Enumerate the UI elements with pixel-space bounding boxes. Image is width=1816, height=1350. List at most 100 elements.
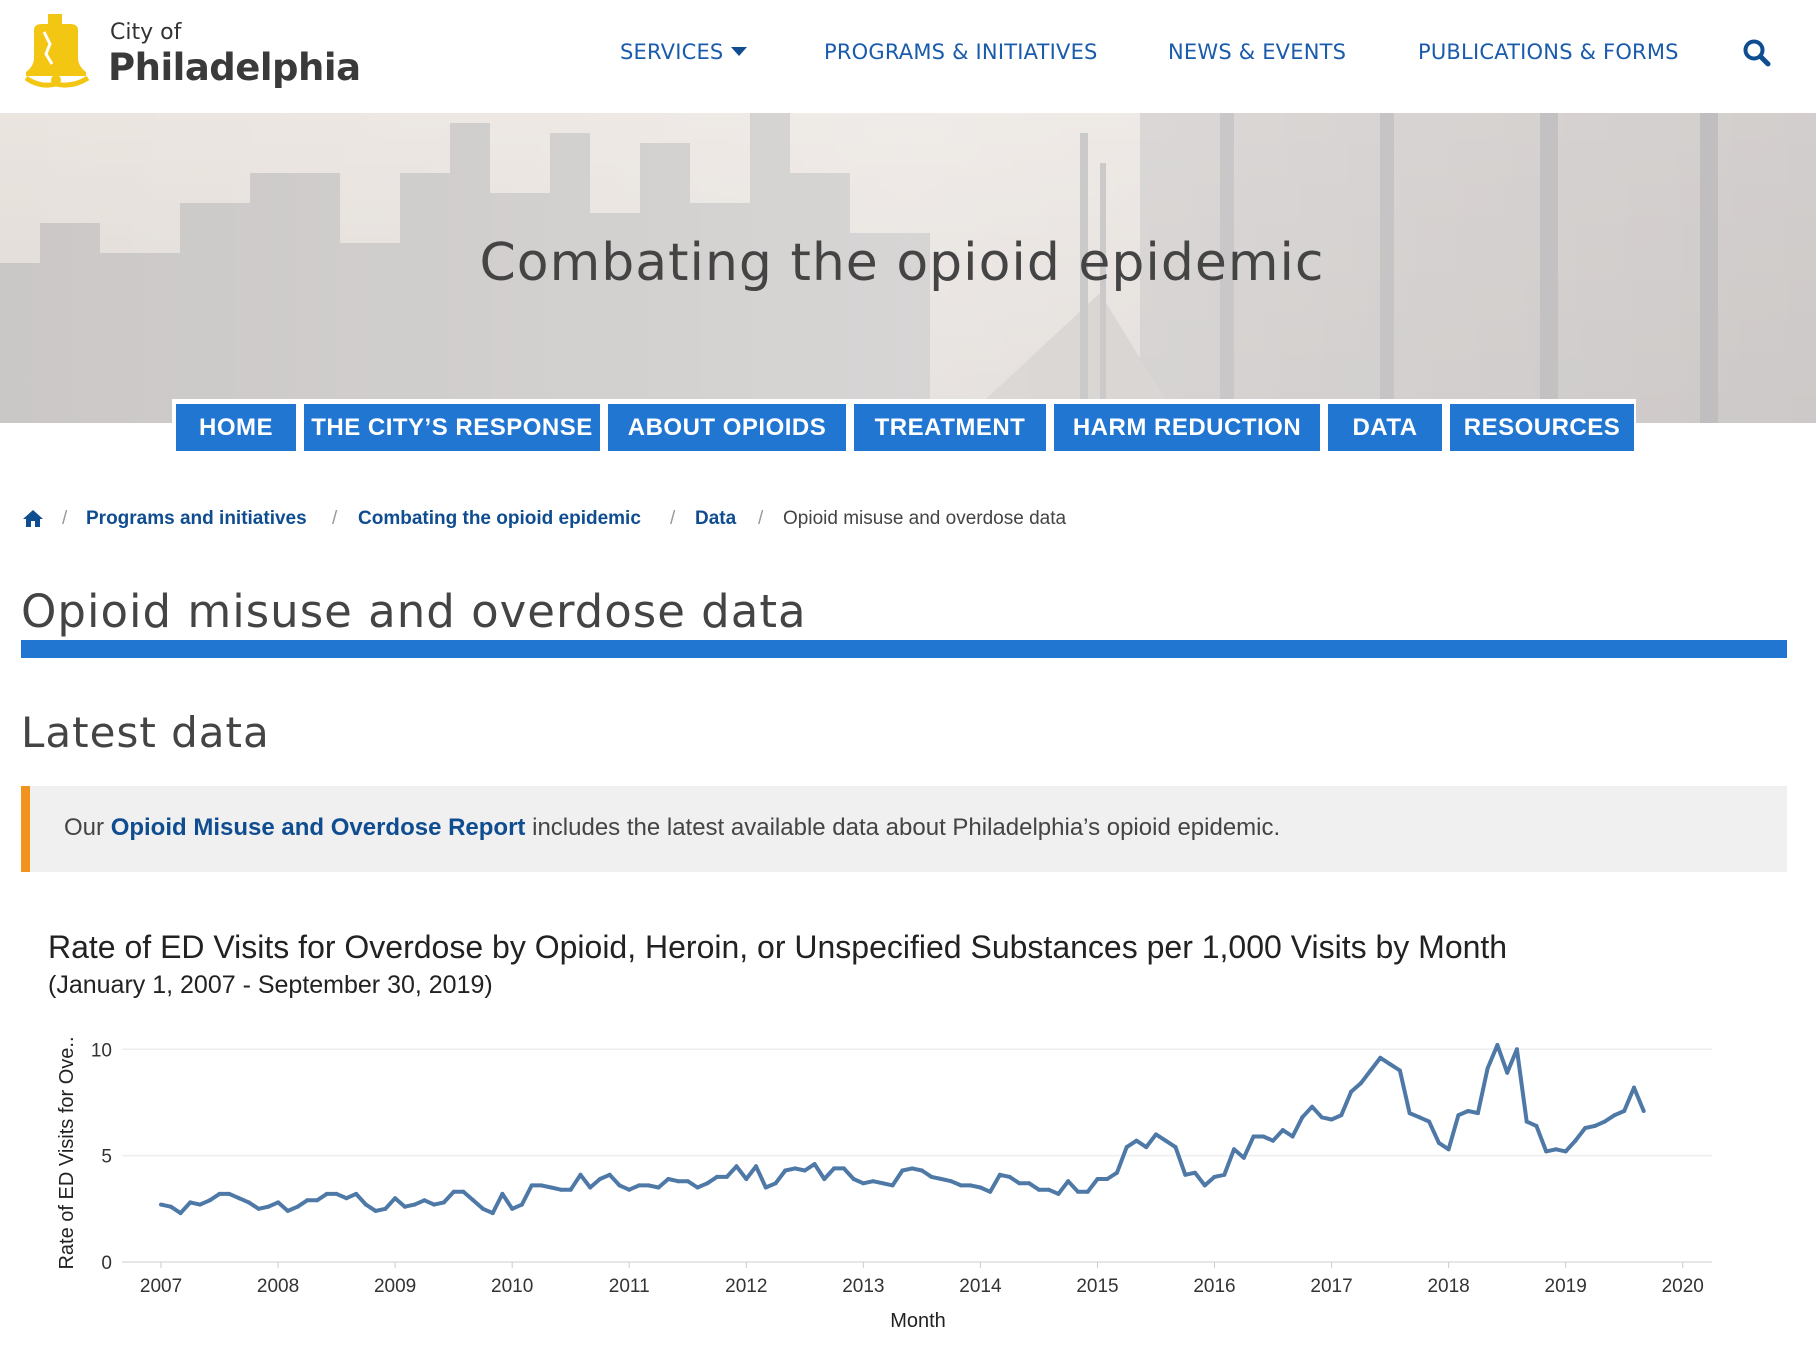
data-point[interactable] — [1056, 1191, 1061, 1196]
breadcrumb-data[interactable]: Data — [695, 508, 737, 529]
data-point[interactable] — [1368, 1068, 1373, 1073]
data-point[interactable] — [617, 1183, 622, 1188]
data-point[interactable] — [861, 1181, 866, 1186]
data-point[interactable] — [1066, 1179, 1071, 1184]
data-point[interactable] — [393, 1196, 398, 1201]
data-point[interactable] — [1466, 1109, 1471, 1113]
nav-programs-initiatives[interactable]: PROGRAMS & INITIATIVES — [824, 40, 1098, 64]
data-point[interactable] — [1602, 1119, 1607, 1124]
data-point[interactable] — [461, 1189, 466, 1194]
data-point[interactable] — [471, 1198, 476, 1203]
data-point[interactable] — [1163, 1138, 1168, 1143]
data-point[interactable] — [1495, 1043, 1500, 1047]
report-link[interactable]: Opioid Misuse and Overdose Report — [110, 814, 526, 841]
home-icon[interactable] — [22, 508, 44, 530]
data-point[interactable] — [266, 1204, 271, 1209]
nav-services[interactable]: SERVICES — [620, 40, 748, 64]
tab-resources[interactable]: RESOURCES — [1450, 404, 1634, 451]
data-point[interactable] — [1427, 1119, 1432, 1124]
data-point[interactable] — [900, 1168, 905, 1173]
data-point[interactable] — [1280, 1128, 1285, 1133]
tab-home[interactable]: HOME — [176, 404, 296, 451]
data-point[interactable] — [588, 1185, 593, 1190]
data-point[interactable] — [354, 1191, 359, 1196]
data-point[interactable] — [958, 1183, 963, 1188]
data-point[interactable] — [607, 1172, 612, 1177]
data-point[interactable] — [1212, 1174, 1217, 1179]
data-point[interactable] — [188, 1200, 193, 1205]
data-point[interactable] — [1290, 1134, 1295, 1139]
data-point[interactable] — [559, 1187, 563, 1192]
data-point[interactable] — [1085, 1189, 1090, 1194]
data-point[interactable] — [519, 1202, 524, 1207]
data-point[interactable] — [1456, 1113, 1461, 1118]
data-point[interactable] — [207, 1198, 212, 1203]
data-point[interactable] — [539, 1183, 544, 1188]
data-point[interactable] — [1475, 1111, 1480, 1116]
data-point[interactable] — [676, 1179, 680, 1184]
data-point[interactable] — [949, 1179, 954, 1184]
data-point[interactable] — [1524, 1119, 1529, 1124]
data-point[interactable] — [1319, 1115, 1324, 1120]
data-point[interactable] — [841, 1166, 846, 1171]
data-point[interactable] — [1592, 1123, 1597, 1128]
data-point[interactable] — [402, 1204, 407, 1209]
data-point[interactable] — [441, 1200, 446, 1205]
data-point[interactable] — [510, 1206, 515, 1211]
data-point[interactable] — [1193, 1170, 1197, 1175]
data-point[interactable] — [773, 1181, 778, 1186]
data-point[interactable] — [1339, 1113, 1344, 1118]
data-point[interactable] — [1095, 1177, 1100, 1181]
data-point[interactable] — [1076, 1189, 1080, 1194]
data-point[interactable] — [1271, 1138, 1275, 1143]
data-point[interactable] — [822, 1177, 827, 1181]
data-point[interactable] — [1300, 1115, 1305, 1120]
overdose-rate-line-chart[interactable]: 0 5 10 2007 2008 2009 2010 2011 2012 2013 2014 201… — [0, 1000, 1816, 1340]
data-point[interactable] — [1232, 1147, 1236, 1152]
data-point[interactable] — [1222, 1172, 1227, 1177]
data-point[interactable] — [1241, 1155, 1246, 1160]
data-point[interactable] — [1329, 1117, 1334, 1122]
tab-harm-reduction[interactable]: HARM REDUCTION — [1054, 404, 1320, 451]
data-point[interactable] — [1251, 1134, 1256, 1139]
data-point[interactable] — [1397, 1068, 1402, 1073]
data-point[interactable] — [666, 1177, 671, 1181]
data-point[interactable] — [1105, 1177, 1110, 1181]
data-point[interactable] — [1485, 1066, 1490, 1071]
data-point[interactable] — [198, 1202, 202, 1207]
data-point[interactable] — [939, 1177, 944, 1181]
data-point[interactable] — [237, 1196, 242, 1201]
data-point[interactable] — [1173, 1145, 1178, 1150]
data-point[interactable] — [568, 1187, 573, 1192]
data-point[interactable] — [159, 1202, 163, 1207]
data-point[interactable] — [1641, 1109, 1646, 1113]
data-point[interactable] — [1417, 1115, 1422, 1120]
data-point[interactable] — [754, 1164, 758, 1169]
data-point[interactable] — [1115, 1170, 1119, 1175]
data-point[interactable] — [276, 1200, 281, 1205]
data-point[interactable] — [363, 1202, 368, 1207]
data-point[interactable] — [315, 1198, 320, 1203]
data-point[interactable] — [1563, 1149, 1568, 1154]
data-point[interactable] — [1612, 1113, 1617, 1118]
data-point[interactable] — [871, 1179, 876, 1184]
data-point[interactable] — [1446, 1147, 1451, 1152]
data-point[interactable] — [422, 1198, 427, 1203]
data-point[interactable] — [168, 1204, 173, 1209]
data-point[interactable] — [1007, 1174, 1012, 1179]
data-point[interactable] — [178, 1211, 183, 1216]
data-point[interactable] — [432, 1202, 437, 1207]
data-point[interactable] — [1349, 1089, 1354, 1094]
data-point[interactable] — [656, 1185, 661, 1190]
data-point[interactable] — [763, 1185, 768, 1190]
tab-treatment[interactable]: TREATMENT — [854, 404, 1046, 451]
data-point[interactable] — [529, 1183, 534, 1188]
data-point[interactable] — [285, 1208, 290, 1213]
data-point[interactable] — [997, 1172, 1002, 1177]
data-point[interactable] — [880, 1181, 885, 1186]
data-point[interactable] — [1534, 1123, 1539, 1128]
data-point[interactable] — [744, 1177, 749, 1181]
data-point[interactable] — [919, 1168, 924, 1173]
data-point[interactable] — [1358, 1081, 1363, 1086]
data-point[interactable] — [500, 1191, 505, 1196]
